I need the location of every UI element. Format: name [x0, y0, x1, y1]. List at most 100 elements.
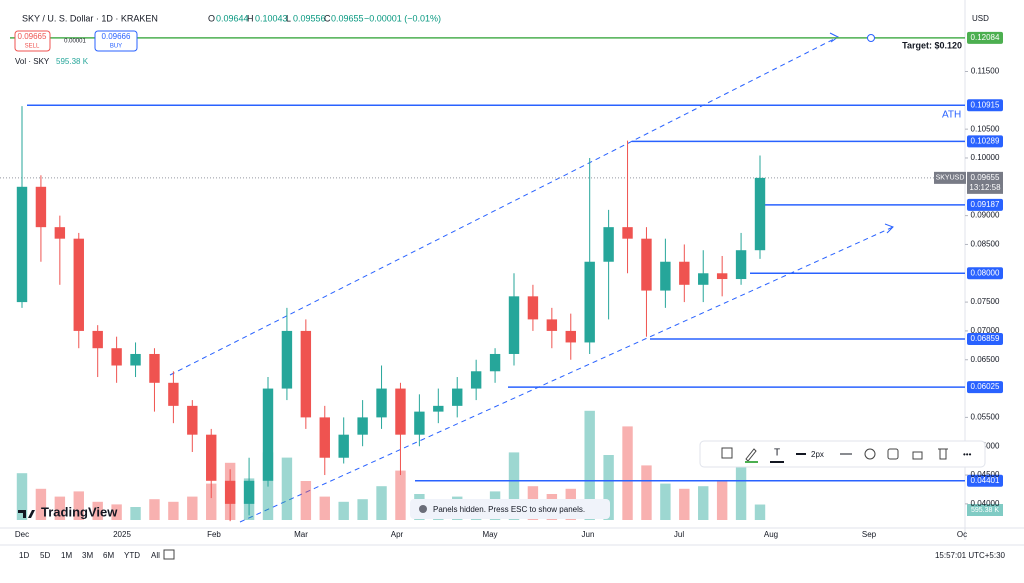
y-tick-label: 0.08500: [971, 240, 1000, 249]
y-tick-label: 0.10000: [971, 153, 1000, 162]
volume-bar: [376, 486, 387, 520]
x-tick-label: Aug: [764, 530, 778, 539]
candle-body: [433, 405, 444, 412]
candle-body: [111, 348, 122, 366]
volume-bar: [641, 465, 652, 520]
levels-layer: 0.12084 0.10915 0.10289 0.09187 0.08000 0.068…: [0, 31, 1003, 516]
date-range-button[interactable]: [163, 549, 175, 560]
volume-bar: [338, 501, 349, 520]
y-tick-label: 0.11500: [971, 67, 1000, 76]
target-handle[interactable]: [867, 34, 875, 42]
candle-body: [168, 382, 179, 406]
ohlc: O 0.09644 H 0.10043 L 0.09556 C 0.09655 …: [208, 13, 441, 23]
buy-price[interactable]: 0.09666: [102, 32, 131, 41]
volume-title: Vol · SKY: [15, 57, 50, 66]
candle-body: [641, 238, 652, 291]
candle-body: [224, 480, 236, 504]
candle-body: [281, 330, 293, 389]
buy-label[interactable]: BUY: [110, 44, 122, 50]
line-width[interactable]: 2px: [811, 450, 824, 459]
candle-body: [243, 480, 255, 504]
y-tick-label: 0.07000: [971, 326, 1000, 335]
last-price-box: [967, 171, 1003, 194]
range-button[interactable]: YTD: [124, 551, 140, 560]
candle-body: [187, 405, 198, 435]
y-tick-label: 0.09000: [971, 211, 1000, 220]
level-label: 0.06859: [971, 334, 1000, 343]
candle-body: [622, 227, 633, 239]
sell-label[interactable]: SELL: [25, 44, 40, 50]
volume-bar: [679, 488, 690, 520]
x-tick-label: 2025: [113, 530, 131, 539]
x-tick-label: May: [482, 530, 497, 539]
volume-bar: [300, 481, 312, 520]
l-label: L: [286, 13, 291, 23]
candle-body: [698, 273, 709, 285]
level-label: 0.08000: [971, 268, 1000, 277]
candles-layer: [16, 106, 766, 522]
level-label-box: [967, 474, 1003, 487]
range-button[interactable]: 1M: [61, 551, 72, 560]
channel-lower: [239, 226, 894, 523]
candle-body: [16, 186, 28, 303]
symbol-title: SKY / U. S. Dollar · 1D · KRAKEN: [22, 13, 158, 23]
level-label: 0.10915: [971, 100, 1000, 109]
volume-bar: [319, 496, 330, 520]
logo-text: TradingView: [41, 504, 118, 519]
target-text: Target: $0.120: [902, 40, 962, 50]
candle-body: [300, 330, 312, 418]
lock-button[interactable]: [912, 451, 923, 460]
range-button[interactable]: 6M: [103, 551, 114, 560]
range-button[interactable]: 1D: [19, 551, 29, 560]
spread: 0.00001: [64, 39, 86, 45]
volume-bar: [754, 504, 766, 520]
candle-body: [470, 371, 482, 389]
volume-bar: [16, 473, 28, 520]
range-button[interactable]: All: [151, 551, 160, 560]
template-button[interactable]: [721, 447, 733, 459]
candle-body: [338, 434, 349, 458]
c-label: C: [324, 13, 331, 23]
y-tick-label: 0.04500: [971, 470, 1000, 479]
volume-bar: [92, 501, 103, 520]
o-value: 0.09644: [216, 13, 249, 23]
sell-button[interactable]: [14, 30, 51, 52]
y-tick-label: 0.05500: [971, 412, 1000, 421]
symbol-label: SKYUSD: [936, 175, 965, 182]
candle-body: [546, 319, 558, 331]
candle-body: [54, 227, 66, 239]
o-label: O: [208, 13, 215, 23]
h-value: 0.10043: [255, 13, 288, 23]
x-tick-label: Mar: [294, 530, 308, 539]
volume-bar: [187, 496, 198, 520]
currency[interactable]: USD: [972, 14, 989, 23]
candle-body: [754, 177, 766, 251]
sell-price[interactable]: 0.09665: [18, 32, 47, 41]
clock: 15:57:01 UTC+5:30: [935, 551, 1006, 560]
x-tick-label: Jul: [674, 530, 684, 539]
level-label: 0.12084: [971, 33, 1000, 42]
candle-body: [527, 296, 539, 320]
candle-body: [565, 330, 576, 343]
level-label: 0.09187: [971, 200, 1000, 209]
settings-button[interactable]: [864, 448, 876, 460]
volume-bar: [149, 499, 160, 520]
toast-text: Panels hidden. Press ESC to show panels.: [433, 505, 585, 514]
buy-button[interactable]: [94, 30, 138, 52]
volume-bar: [716, 481, 728, 520]
text-button[interactable]: T: [774, 448, 780, 459]
volume-axis-box: [967, 504, 1003, 516]
delete-button[interactable]: [938, 448, 948, 460]
volume-bar: [168, 501, 179, 520]
range-button[interactable]: 5D: [40, 551, 50, 560]
x-tick-label: Apr: [391, 530, 404, 539]
range-button[interactable]: 3M: [82, 551, 93, 560]
line-color-button[interactable]: [745, 448, 757, 462]
candle-body: [584, 261, 595, 343]
candle-body: [395, 388, 406, 435]
ath-text: ATH: [942, 110, 961, 121]
more-button[interactable]: •••: [963, 450, 972, 459]
alert-button[interactable]: [887, 448, 899, 460]
y-tick-label: 0.10500: [971, 124, 1000, 133]
volume-bar: [508, 452, 520, 520]
